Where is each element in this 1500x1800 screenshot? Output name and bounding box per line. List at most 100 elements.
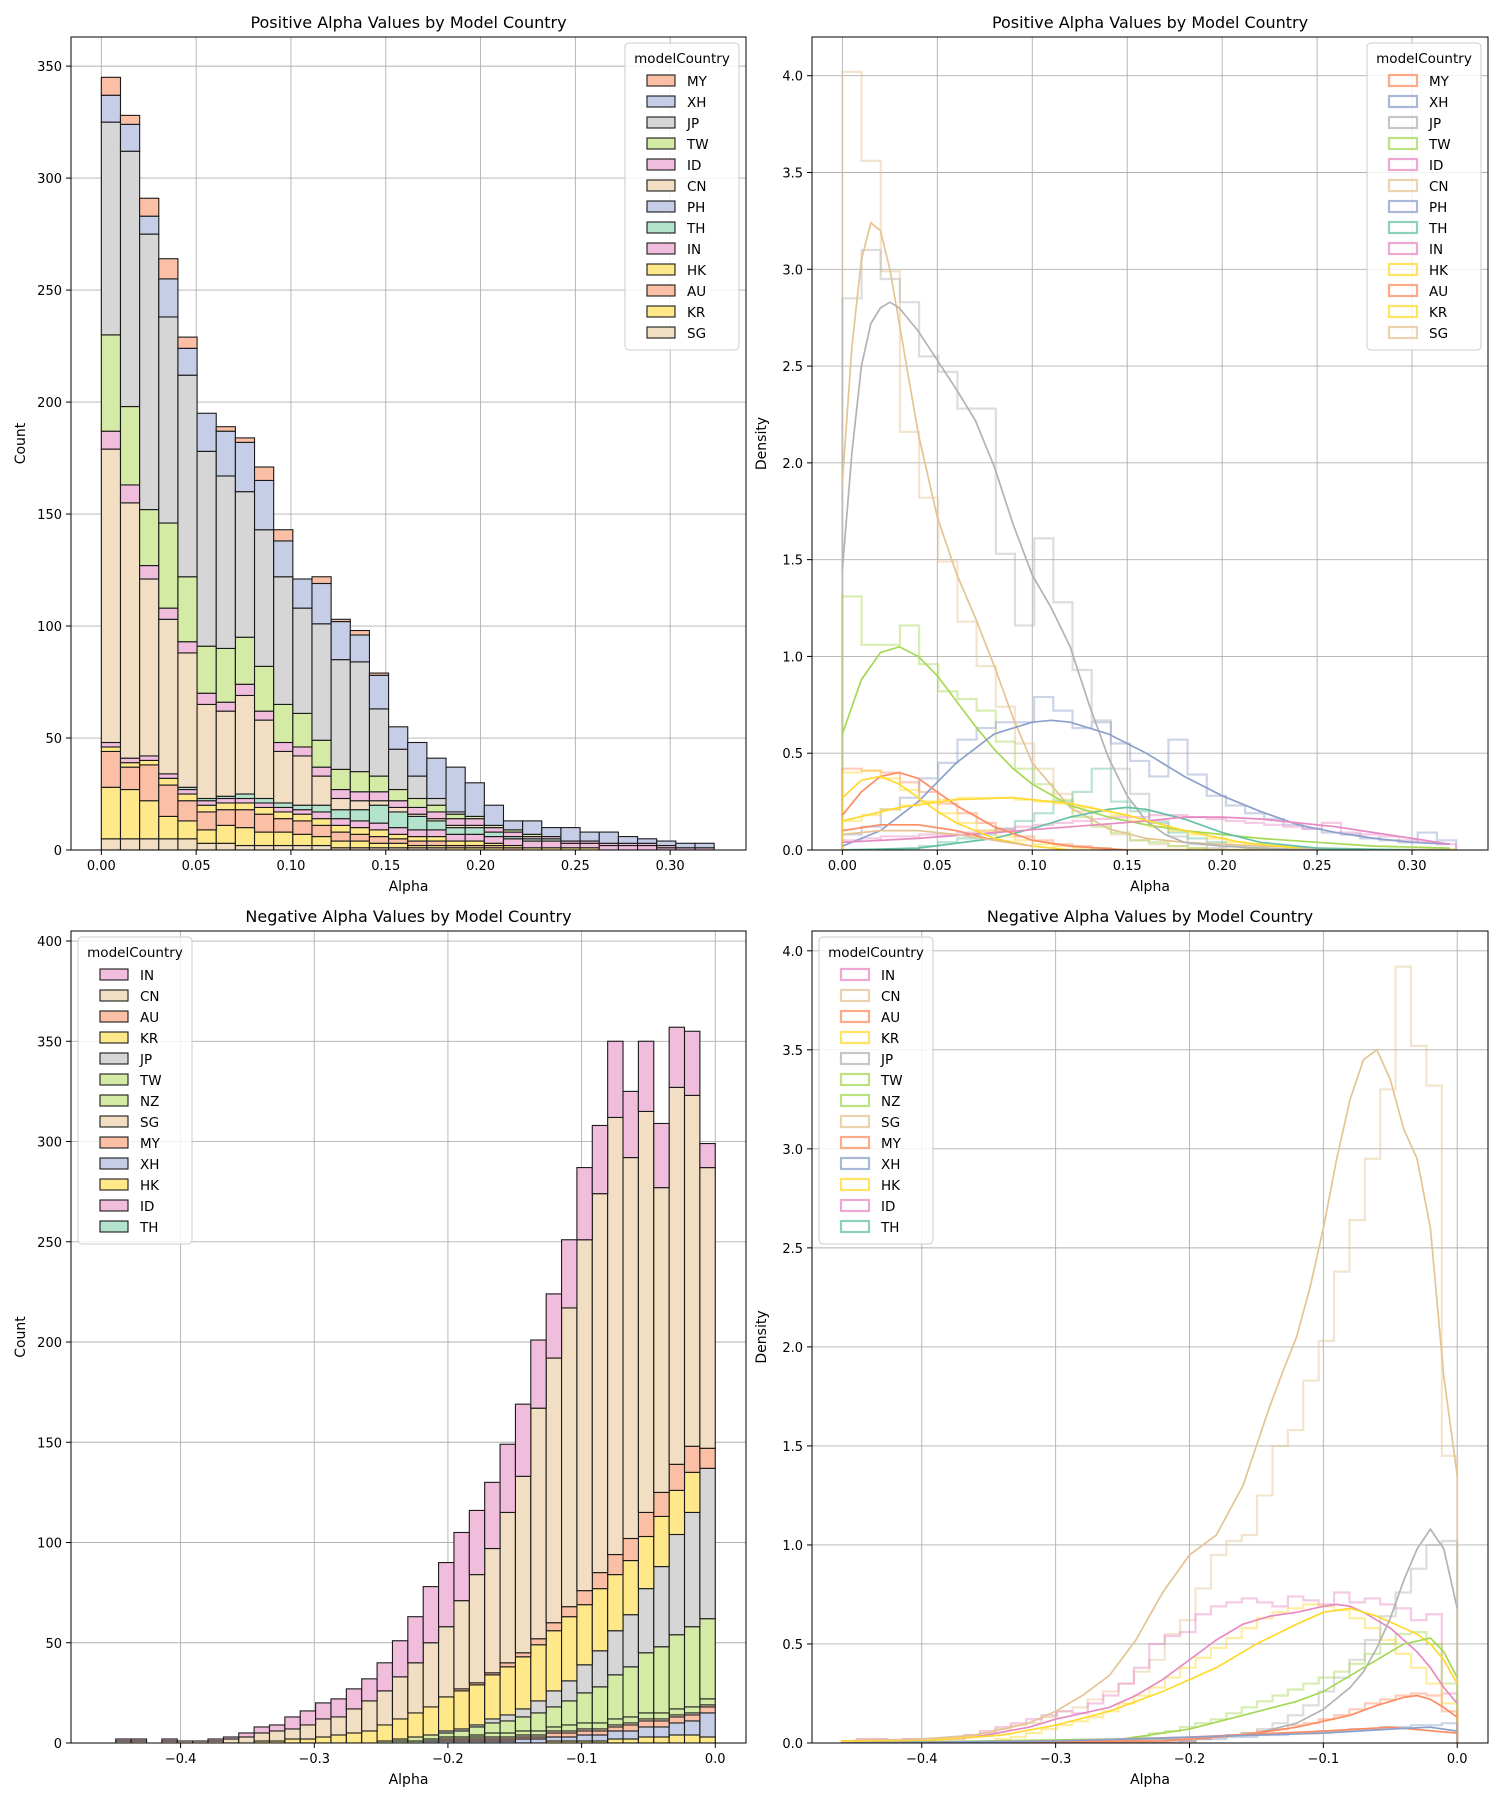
- histogram-bar-kr: [368, 842, 390, 849]
- legend-title: modelCountry: [634, 51, 730, 67]
- legend-swatch: [839, 1093, 871, 1108]
- histogram-bar-in: [560, 842, 581, 849]
- legend-label: KR: [140, 1031, 158, 1047]
- histogram-bar-tw: [158, 522, 179, 609]
- histogram-bar-in: [699, 1142, 716, 1169]
- histogram-bar-cn: [699, 1167, 716, 1449]
- histogram-bar-cn: [234, 694, 256, 795]
- axes-frame: [811, 36, 1489, 851]
- histogram-bar-id: [426, 811, 447, 820]
- histogram-bar-au: [499, 1662, 516, 1668]
- x-axis-label: Alpha: [389, 1772, 429, 1788]
- histogram-bar-kr: [407, 1712, 424, 1738]
- histogram-bar-kr: [345, 1732, 363, 1743]
- histogram-bar-cn: [388, 806, 409, 813]
- histogram-bar-cn: [560, 1307, 578, 1608]
- legend-swatch: [839, 1072, 871, 1087]
- histogram-bar-xh: [541, 827, 562, 838]
- legend-label: KR: [881, 1031, 899, 1047]
- legend-label: ID: [687, 158, 701, 174]
- histogram-bar-my: [607, 1726, 624, 1732]
- histogram-bar-xh: [699, 1712, 716, 1738]
- legend-label: HK: [687, 263, 707, 279]
- histogram-bar-jp: [292, 607, 313, 714]
- histogram-bar-kr: [530, 1644, 547, 1702]
- histogram-bar-nz: [653, 1712, 670, 1720]
- y-tick-label: 350: [37, 1035, 62, 1050]
- histogram-bar-xh: [522, 820, 543, 835]
- histogram-bar-hk: [215, 802, 236, 811]
- plot-area: [115, 1026, 716, 1743]
- y-tick-label: 2.5: [782, 360, 803, 375]
- legend-label: CN: [1429, 179, 1449, 195]
- histogram-bar-in: [315, 1702, 332, 1720]
- x-tick-label: 0.05: [923, 859, 952, 874]
- histogram-bar-kr: [253, 831, 275, 847]
- x-tick-label: −0.3: [1040, 1752, 1072, 1767]
- histogram-bar-hk: [607, 1738, 624, 1743]
- histogram-bar-th: [253, 797, 275, 804]
- x-tick-label: −0.3: [298, 1752, 330, 1767]
- legend-swatch: [1387, 304, 1419, 319]
- y-tick-label: 1.0: [782, 1539, 803, 1554]
- histogram-bar-jp: [668, 1533, 686, 1636]
- histogram-bar-id: [368, 791, 390, 802]
- legend-swatch: [646, 200, 676, 213]
- histogram-bar-tw: [407, 797, 428, 808]
- x-tick-label: 0.30: [1398, 859, 1427, 874]
- histogram-bar-cn: [158, 618, 179, 775]
- histogram-bar-au: [607, 1553, 624, 1576]
- histogram-bar-in: [484, 1481, 501, 1550]
- histogram-bar-xh: [653, 1726, 670, 1738]
- y-tick-label: 250: [37, 284, 62, 299]
- y-axis-label: Count: [13, 1316, 29, 1358]
- histogram-bar-hk: [177, 793, 198, 802]
- y-tick-label: 3.5: [782, 167, 803, 182]
- histogram-bar-nz: [545, 1726, 563, 1732]
- legend-swatch: [99, 1220, 129, 1233]
- histogram-bar-jp: [426, 797, 447, 806]
- step-histogram-tw: [841, 595, 1457, 850]
- histogram-bar-kr: [514, 1656, 532, 1710]
- histogram-bar-kr: [196, 829, 217, 844]
- legend-label: CN: [140, 989, 160, 1005]
- histogram-bar-my: [215, 426, 236, 432]
- legend-label: AU: [1429, 284, 1448, 300]
- histogram-bar-xh: [119, 123, 141, 152]
- histogram-bar-cn: [484, 1547, 501, 1674]
- histogram-bar-th: [273, 802, 294, 808]
- x-tick-label: 0.10: [276, 859, 305, 874]
- histogram-bar-hk: [388, 833, 409, 840]
- histogram-bar-cn: [407, 1662, 424, 1714]
- step-histogram-cn: [841, 70, 1457, 850]
- legend-swatch: [839, 1198, 871, 1213]
- x-tick-label: 0.10: [1018, 859, 1047, 874]
- histogram-bar-tw: [545, 1706, 563, 1728]
- histogram-bar-hk: [119, 762, 141, 768]
- x-tick-label: 0.05: [182, 859, 211, 874]
- histogram-bar-jp: [514, 1708, 532, 1718]
- histogram-bar-id: [234, 683, 256, 697]
- histogram-bar-my: [368, 672, 390, 676]
- histogram-bar-kr: [273, 831, 294, 847]
- histogram-bar-hk: [637, 1736, 655, 1743]
- histogram-bar-jp: [253, 529, 275, 667]
- legend-label: XH: [1429, 95, 1448, 111]
- x-tick-label: 0.20: [466, 859, 495, 874]
- histogram-bar-nz: [576, 1722, 593, 1730]
- histogram-bar-tw: [622, 1666, 639, 1718]
- kde-curve-jp: [841, 301, 1450, 850]
- histogram-bar-id: [388, 800, 409, 808]
- legend-label: IN: [1429, 242, 1443, 258]
- histogram-bar-xh: [560, 1736, 578, 1742]
- histogram-bar-xh: [694, 842, 715, 849]
- histogram-bar-id: [483, 827, 505, 833]
- legend-swatch: [1387, 283, 1419, 298]
- histogram-bar-cn: [100, 448, 122, 744]
- histogram-bar-xh: [253, 479, 275, 531]
- histogram-bar-xh: [656, 840, 677, 847]
- y-tick-label: 50: [45, 1637, 62, 1652]
- histogram-bar-au: [668, 1463, 686, 1491]
- histogram-bar-in: [514, 1403, 532, 1477]
- x-axis-label: Alpha: [1130, 879, 1170, 895]
